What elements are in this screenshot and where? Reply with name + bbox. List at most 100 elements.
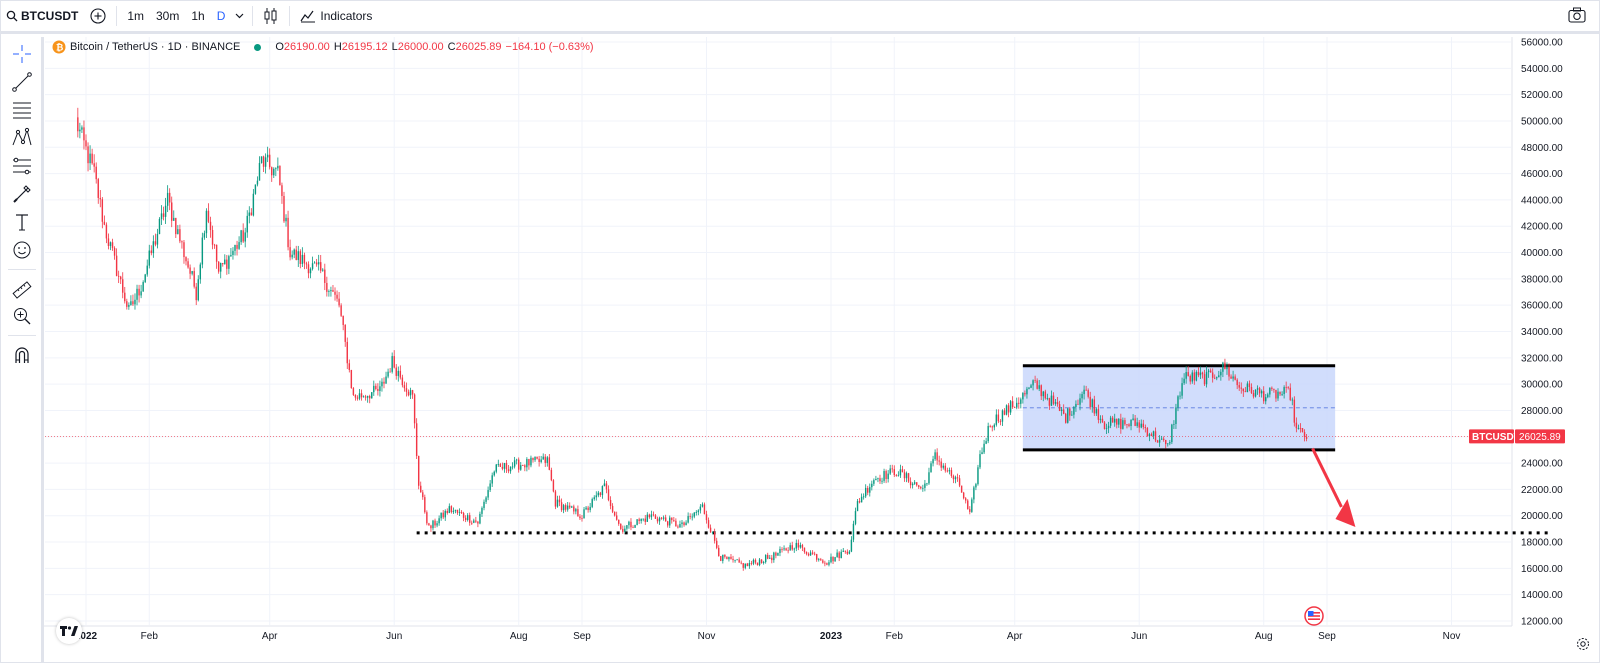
emoji-tool[interactable] bbox=[11, 239, 33, 261]
candle-body bbox=[922, 487, 924, 489]
candle-body bbox=[242, 230, 244, 242]
price-axis[interactable]: 56000.00 54000.00 52000.00 50000.00 48000.00… bbox=[1521, 38, 1563, 628]
candle-body bbox=[940, 461, 942, 468]
candle-body bbox=[622, 528, 624, 532]
candle-body bbox=[1101, 418, 1104, 423]
candle-body bbox=[1260, 391, 1263, 394]
candle-body bbox=[344, 324, 346, 342]
candle-body bbox=[697, 510, 700, 513]
pattern-icon bbox=[12, 127, 32, 146]
open-value: 26190.00 bbox=[283, 41, 330, 53]
candle-body bbox=[283, 195, 285, 222]
candle-body bbox=[103, 221, 106, 225]
candle-body bbox=[1154, 431, 1157, 441]
candle-body bbox=[171, 202, 173, 221]
candle-body bbox=[134, 299, 136, 305]
candle-body bbox=[266, 154, 269, 158]
candle-body bbox=[1085, 389, 1087, 391]
candle-body bbox=[599, 492, 602, 496]
candle-body bbox=[989, 426, 991, 427]
indicators-button[interactable]: Indicators bbox=[294, 0, 378, 33]
chart-type-button[interactable] bbox=[257, 0, 285, 33]
timeframe-dropdown[interactable] bbox=[231, 0, 248, 33]
open-key: O bbox=[275, 41, 284, 53]
candle-body bbox=[185, 257, 187, 262]
candle-body bbox=[626, 525, 628, 529]
candle-body bbox=[801, 544, 804, 548]
candle-body bbox=[530, 457, 532, 466]
candle-body bbox=[913, 482, 916, 484]
candle-body bbox=[264, 157, 267, 167]
crosshair-tool[interactable] bbox=[11, 43, 33, 65]
measure-tool[interactable] bbox=[11, 279, 33, 301]
time-axis[interactable]: 2022 Feb Apr Jun Aug Sep Nov 2023 Feb Apr Jun Aug Se… bbox=[75, 631, 1461, 642]
time-tick-label: Sep bbox=[1318, 631, 1336, 642]
trend-line-tool[interactable] bbox=[11, 71, 33, 93]
candle-body bbox=[871, 483, 873, 488]
chevron-down-icon bbox=[235, 13, 244, 18]
snapshot-button[interactable] bbox=[1568, 7, 1586, 26]
candle-body bbox=[1048, 398, 1051, 406]
candle-body bbox=[1171, 424, 1173, 443]
candle-body bbox=[471, 522, 473, 524]
candle-body bbox=[1009, 401, 1012, 413]
compare-button[interactable] bbox=[84, 0, 112, 33]
candle-body bbox=[381, 381, 383, 387]
pattern-tool[interactable] bbox=[11, 127, 33, 149]
timeframe-30m[interactable]: 30m bbox=[156, 8, 180, 23]
candle-body bbox=[1042, 391, 1044, 397]
candle-body bbox=[848, 551, 851, 554]
candle-body bbox=[520, 465, 522, 470]
candle-body bbox=[352, 388, 355, 395]
candle-body bbox=[736, 559, 738, 561]
candle-body bbox=[881, 480, 883, 482]
toolbar-divider bbox=[116, 5, 118, 26]
candle-body bbox=[293, 249, 295, 255]
candle-body bbox=[548, 457, 551, 470]
prediction-tool[interactable] bbox=[11, 155, 33, 177]
candle-body bbox=[797, 542, 800, 548]
settings-button[interactable] bbox=[1576, 637, 1590, 656]
candle-body bbox=[611, 505, 614, 512]
candle-body bbox=[550, 469, 553, 481]
candle-body bbox=[250, 212, 253, 216]
magnet-tool[interactable] bbox=[11, 344, 33, 366]
text-tool[interactable] bbox=[11, 211, 33, 233]
candle-body bbox=[1095, 409, 1098, 414]
symbol-search[interactable]: BTCUSDT bbox=[0, 0, 84, 33]
candle-body bbox=[975, 484, 977, 488]
timeframe-1m[interactable]: 1m bbox=[127, 8, 144, 23]
candle-body bbox=[605, 483, 608, 490]
candle-body bbox=[1038, 385, 1040, 389]
us-flag-event-icon[interactable] bbox=[1304, 606, 1324, 626]
candle-body bbox=[820, 559, 822, 561]
candle-body bbox=[1252, 393, 1255, 397]
candle-body bbox=[364, 396, 367, 398]
candle-body bbox=[889, 468, 891, 474]
top-toolbar: BTCUSDT 1m 30m 1h D Indicators bbox=[0, 0, 1600, 34]
candle-body bbox=[991, 426, 993, 428]
fib-tool[interactable] bbox=[11, 99, 33, 121]
candle-body bbox=[479, 513, 481, 524]
candle-body bbox=[230, 255, 232, 257]
candle-body bbox=[1136, 422, 1138, 426]
down-arrow-annotation[interactable] bbox=[1311, 447, 1356, 527]
legend-title[interactable]: Bitcoin / TetherUS · 1D · BINANCE bbox=[70, 41, 241, 53]
timeframe-d[interactable]: D bbox=[216, 8, 226, 23]
candle-body bbox=[1281, 394, 1283, 395]
candle-body bbox=[1062, 409, 1065, 414]
timeframe-1h[interactable]: 1h bbox=[191, 8, 205, 23]
candle-body bbox=[664, 517, 667, 522]
candle-body bbox=[558, 499, 561, 503]
brush-tool[interactable] bbox=[11, 183, 33, 205]
candle-body bbox=[328, 291, 330, 292]
time-tick-label: Feb bbox=[886, 631, 904, 642]
price-tick-label: 46000.00 bbox=[1521, 169, 1563, 180]
candle-body bbox=[793, 548, 795, 550]
candle-body bbox=[1103, 422, 1106, 429]
candle-body bbox=[460, 512, 463, 514]
candle-body bbox=[615, 515, 618, 520]
tradingview-logo[interactable] bbox=[56, 618, 82, 644]
zoom-tool[interactable] bbox=[11, 305, 33, 327]
